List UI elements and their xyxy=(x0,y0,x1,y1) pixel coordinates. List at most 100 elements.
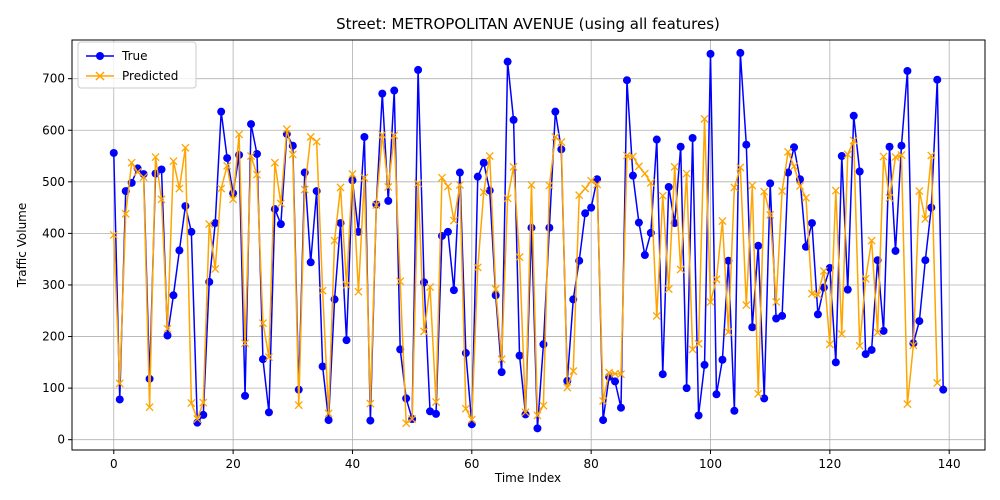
predicted-point xyxy=(467,415,476,424)
predicted-point xyxy=(903,400,912,409)
true-point xyxy=(622,76,631,85)
predicted-point xyxy=(664,285,673,294)
predicted-point xyxy=(408,414,417,424)
predicted-point xyxy=(390,131,399,140)
x-axis-ticks: 0 20 40 60 80 100 120 140 xyxy=(110,450,961,471)
predicted-point xyxy=(151,153,160,162)
predicted-point xyxy=(652,311,661,320)
true-point xyxy=(581,209,590,218)
predicted-point xyxy=(646,178,655,187)
predicted-point xyxy=(246,151,256,161)
predicted-point xyxy=(867,236,876,245)
true-point xyxy=(867,345,876,354)
predicted-point xyxy=(217,184,226,193)
predicted-point xyxy=(503,194,512,203)
y-tick-label: 0 xyxy=(57,433,65,447)
predicted-point xyxy=(742,301,751,310)
true-point xyxy=(700,360,709,369)
predicted-point xyxy=(425,282,435,292)
predicted-point xyxy=(324,409,333,418)
true-point xyxy=(915,317,924,326)
true-point xyxy=(640,251,649,260)
predicted-point xyxy=(366,399,375,408)
true-point xyxy=(378,89,387,98)
true-point xyxy=(115,395,124,404)
true-point xyxy=(551,107,560,116)
true-point xyxy=(748,323,757,332)
true-point xyxy=(509,115,518,124)
predicted-point xyxy=(414,179,423,188)
true-point xyxy=(485,186,494,195)
true-point xyxy=(109,148,118,157)
true-point xyxy=(778,311,787,320)
true-point xyxy=(694,411,703,420)
true-point xyxy=(497,368,506,377)
predicted-point xyxy=(348,170,357,179)
y-axis-ticks: 0 100 200 300 400 500 600 700 xyxy=(42,72,72,447)
y-axis-label: Traffic Volume xyxy=(15,203,29,289)
predicted-point xyxy=(252,170,262,179)
predicted-point xyxy=(276,199,285,208)
predicted-point xyxy=(772,297,781,307)
predicted-point xyxy=(885,193,894,202)
legend: True Predicted xyxy=(77,41,197,89)
predicted-point xyxy=(443,182,453,191)
predicted-point xyxy=(455,180,464,189)
true-point xyxy=(181,202,190,211)
predicted-point xyxy=(497,355,506,364)
predicted-point xyxy=(294,401,303,410)
predicted-point xyxy=(211,264,220,274)
predicted-point xyxy=(336,183,345,192)
predicted-point xyxy=(187,399,196,408)
predicted-point xyxy=(831,186,840,195)
true-point xyxy=(807,219,816,228)
predicted-point xyxy=(270,158,279,167)
predicted-point xyxy=(879,152,888,161)
predicted-point xyxy=(581,184,590,193)
true-point xyxy=(599,416,608,425)
true-point xyxy=(467,420,476,429)
predicted-point xyxy=(849,136,858,145)
predicted-point xyxy=(354,287,363,296)
true-point xyxy=(205,277,214,286)
predicted-point xyxy=(712,275,721,284)
true-point xyxy=(897,141,906,150)
predicted-point xyxy=(145,403,154,412)
predicted-point xyxy=(372,200,381,210)
chart-title: Street: METROPOLITAN AVENUE (using all f… xyxy=(336,15,720,33)
predicted-point xyxy=(384,182,393,192)
true-point xyxy=(825,263,834,272)
x-tick-label: 0 xyxy=(110,457,118,471)
predicted-point xyxy=(658,191,667,200)
true-point xyxy=(742,140,751,149)
true-point xyxy=(861,350,870,359)
predicted-point xyxy=(670,162,679,171)
predicted-point xyxy=(175,184,184,193)
true-point xyxy=(813,310,822,319)
predicted-point xyxy=(861,274,870,283)
true-point xyxy=(426,407,435,416)
predicted-point xyxy=(461,404,470,413)
predicted-point xyxy=(575,191,584,200)
predicted-point xyxy=(557,138,566,147)
predicted-point xyxy=(181,143,190,152)
predicted-point xyxy=(694,339,703,348)
true-point xyxy=(891,246,900,255)
true-point xyxy=(318,362,327,371)
true-point xyxy=(843,285,852,294)
predicted-point xyxy=(754,389,763,398)
predicted-point xyxy=(766,210,775,219)
true-point xyxy=(628,171,637,180)
predicted-point xyxy=(682,169,691,178)
true-point xyxy=(831,358,840,367)
true-point xyxy=(676,142,685,151)
predicted-point xyxy=(396,277,405,286)
true-point xyxy=(366,416,375,425)
predicted-point xyxy=(784,147,793,156)
true-point xyxy=(837,152,846,161)
true-point xyxy=(473,172,482,181)
x-tick-label: 100 xyxy=(699,457,722,471)
predicted-point xyxy=(921,214,930,224)
predicted-point xyxy=(473,263,482,272)
true-point xyxy=(921,256,930,265)
